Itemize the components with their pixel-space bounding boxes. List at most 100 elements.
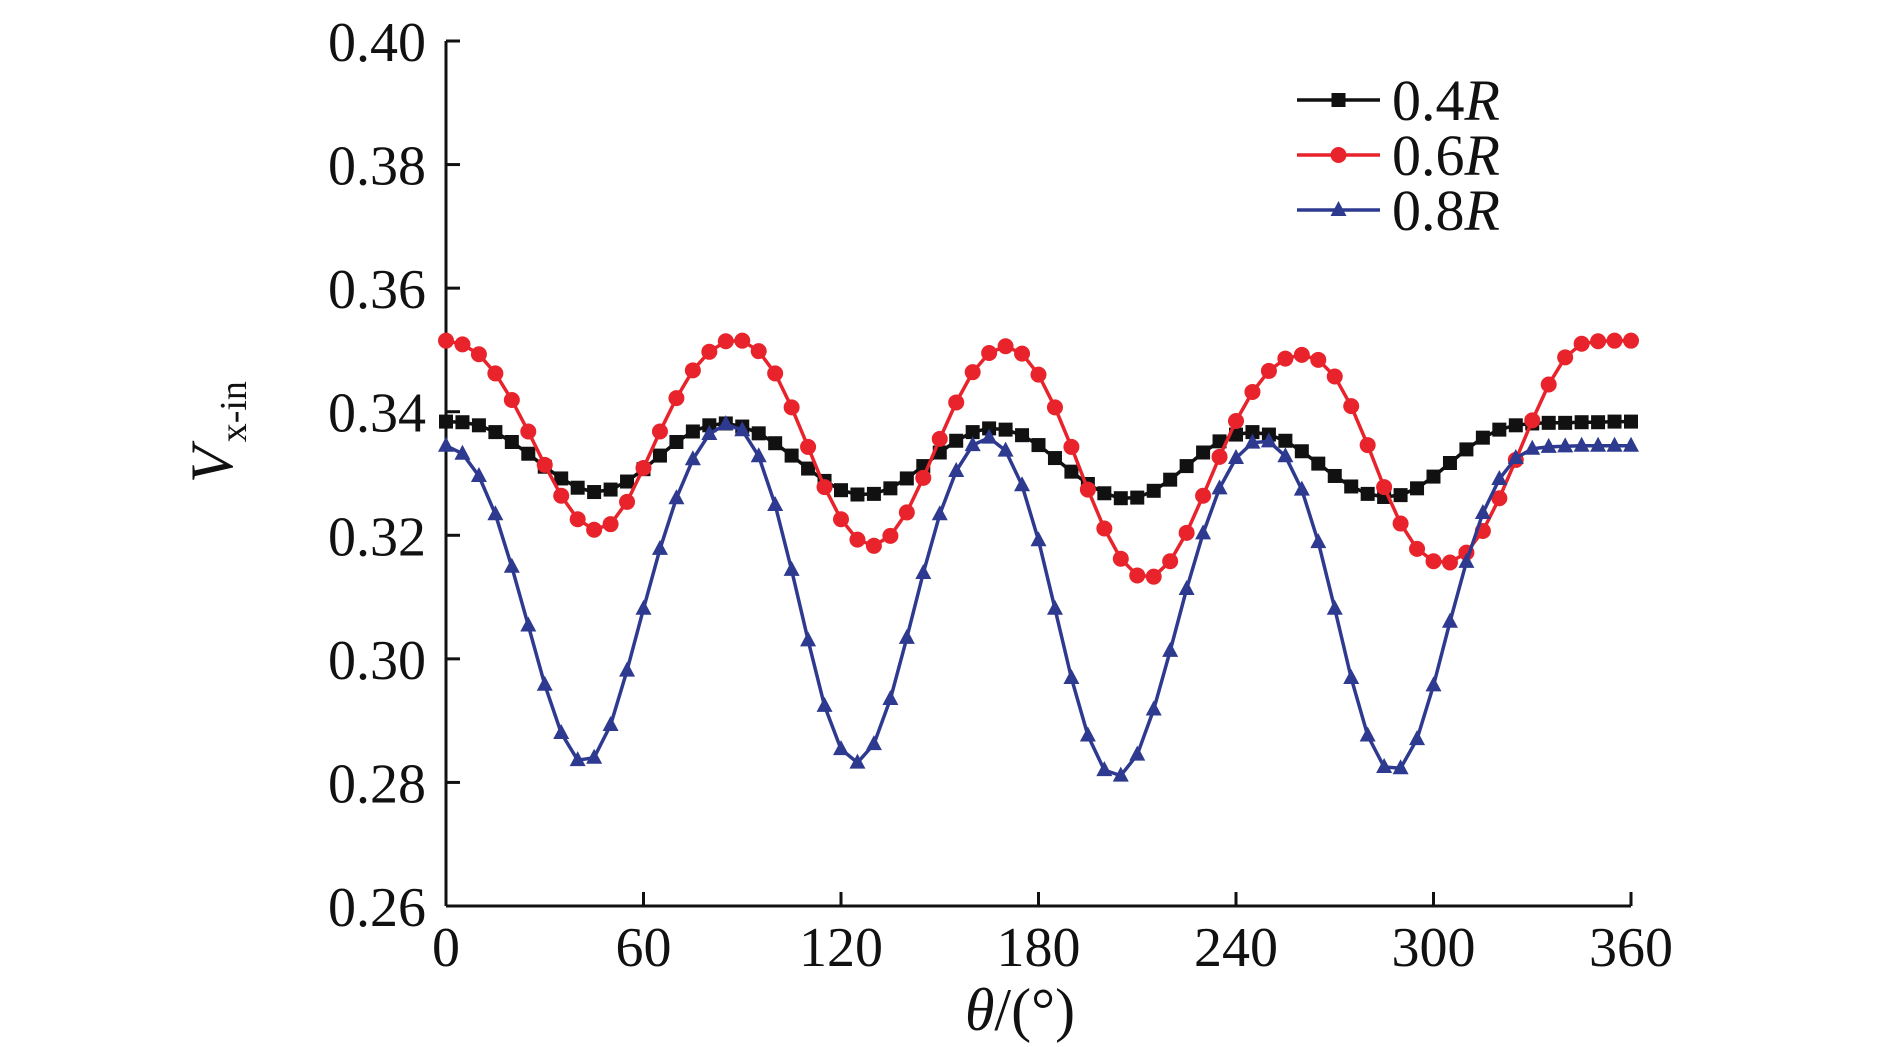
- legend-marker: [1330, 147, 1347, 163]
- data-point: [1376, 479, 1393, 496]
- data-point: [1624, 414, 1638, 429]
- data-point: [751, 426, 766, 441]
- data-point: [882, 527, 899, 544]
- data-point: [1046, 599, 1063, 615]
- data-point: [1590, 436, 1607, 452]
- data-point: [865, 537, 882, 554]
- x-tick-label: 120: [799, 917, 883, 979]
- data-point: [1540, 437, 1557, 453]
- data-point: [1426, 469, 1441, 484]
- x-axis-title: θ/(°): [965, 977, 1075, 1043]
- data-point: [1228, 449, 1244, 465]
- data-point: [1360, 486, 1375, 501]
- data-point: [1162, 553, 1179, 570]
- data-point: [768, 436, 783, 451]
- data-point: [1211, 448, 1228, 465]
- data-point: [1178, 524, 1195, 541]
- data-point: [1196, 445, 1211, 460]
- series-0.6R: [438, 332, 1639, 585]
- data-point: [1474, 504, 1491, 520]
- legend-marker: [1331, 93, 1346, 107]
- data-point: [455, 415, 470, 430]
- x-tick-label: 300: [1392, 917, 1476, 979]
- data-point: [965, 425, 980, 440]
- data-point: [619, 661, 636, 677]
- y-tick-label: 0.26: [328, 877, 426, 939]
- data-point: [982, 421, 997, 436]
- y-tick-label: 0.36: [328, 259, 426, 321]
- data-point: [949, 433, 964, 448]
- data-point: [587, 485, 602, 500]
- data-point: [1146, 483, 1161, 498]
- data-point: [1574, 415, 1589, 430]
- data-point: [866, 486, 881, 501]
- data-point: [1409, 540, 1426, 557]
- data-point: [1047, 451, 1062, 466]
- data-point: [1112, 766, 1129, 782]
- data-point: [1096, 520, 1113, 537]
- data-point: [651, 423, 668, 440]
- data-point: [915, 563, 932, 579]
- data-point: [488, 425, 503, 440]
- data-point: [471, 418, 486, 433]
- data-point: [981, 345, 998, 362]
- x-tick-label: 0: [432, 917, 460, 979]
- data-point: [1195, 524, 1212, 540]
- data-point: [931, 505, 948, 521]
- data-point: [1311, 456, 1326, 471]
- data-point: [833, 511, 849, 528]
- data-point: [602, 516, 619, 533]
- legend-label: 0.8R: [1392, 178, 1500, 243]
- data-point: [470, 466, 487, 482]
- y-tick-label: 0.38: [328, 136, 426, 198]
- data-point: [931, 430, 948, 447]
- data-point: [1244, 383, 1261, 400]
- data-point: [1063, 438, 1080, 455]
- data-point: [536, 456, 553, 473]
- data-point: [701, 343, 718, 360]
- data-point: [487, 505, 504, 521]
- data-point: [1293, 480, 1310, 496]
- data-point: [948, 394, 965, 411]
- data-point: [1096, 761, 1113, 777]
- data-point: [620, 474, 635, 489]
- x-tick-label: 60: [616, 917, 672, 979]
- data-point: [849, 531, 866, 548]
- data-point: [1540, 376, 1557, 393]
- data-point: [1606, 436, 1623, 452]
- x-axis-title-unit: /(°): [994, 977, 1075, 1043]
- y-axis-title: Vx-in: [179, 381, 255, 483]
- data-point: [668, 390, 685, 407]
- data-point: [1030, 366, 1047, 383]
- data-point: [554, 471, 569, 486]
- data-point: [1162, 641, 1179, 657]
- data-point: [1260, 362, 1277, 379]
- data-point: [784, 448, 799, 463]
- data-point: [454, 444, 471, 460]
- data-point: [1376, 757, 1393, 773]
- data-point: [1359, 437, 1376, 454]
- data-point: [1459, 442, 1474, 457]
- y-axis-title-subscript: x-in: [213, 381, 255, 442]
- data-point: [865, 735, 882, 751]
- data-point: [1343, 398, 1360, 415]
- data-point: [834, 483, 848, 498]
- x-tick-label: 180: [997, 917, 1081, 979]
- data-point: [1557, 437, 1574, 453]
- data-point: [438, 436, 454, 452]
- y-tick-label: 0.34: [328, 383, 426, 445]
- data-point: [569, 511, 586, 528]
- y-axis: 0.26 0.28 0.30 0.32 0.34 0.36 0.38 0.40: [328, 12, 460, 939]
- data-point: [1359, 726, 1376, 742]
- data-point: [915, 469, 932, 486]
- data-point: [1524, 439, 1541, 455]
- y-tick-label: 0.30: [328, 630, 426, 692]
- data-point: [1228, 412, 1244, 429]
- data-point: [503, 391, 520, 408]
- data-point: [1607, 414, 1622, 429]
- data-point: [1014, 476, 1031, 492]
- data-point: [504, 434, 519, 449]
- data-point: [1557, 349, 1574, 366]
- series-layer: [438, 332, 1639, 782]
- data-point: [570, 480, 585, 495]
